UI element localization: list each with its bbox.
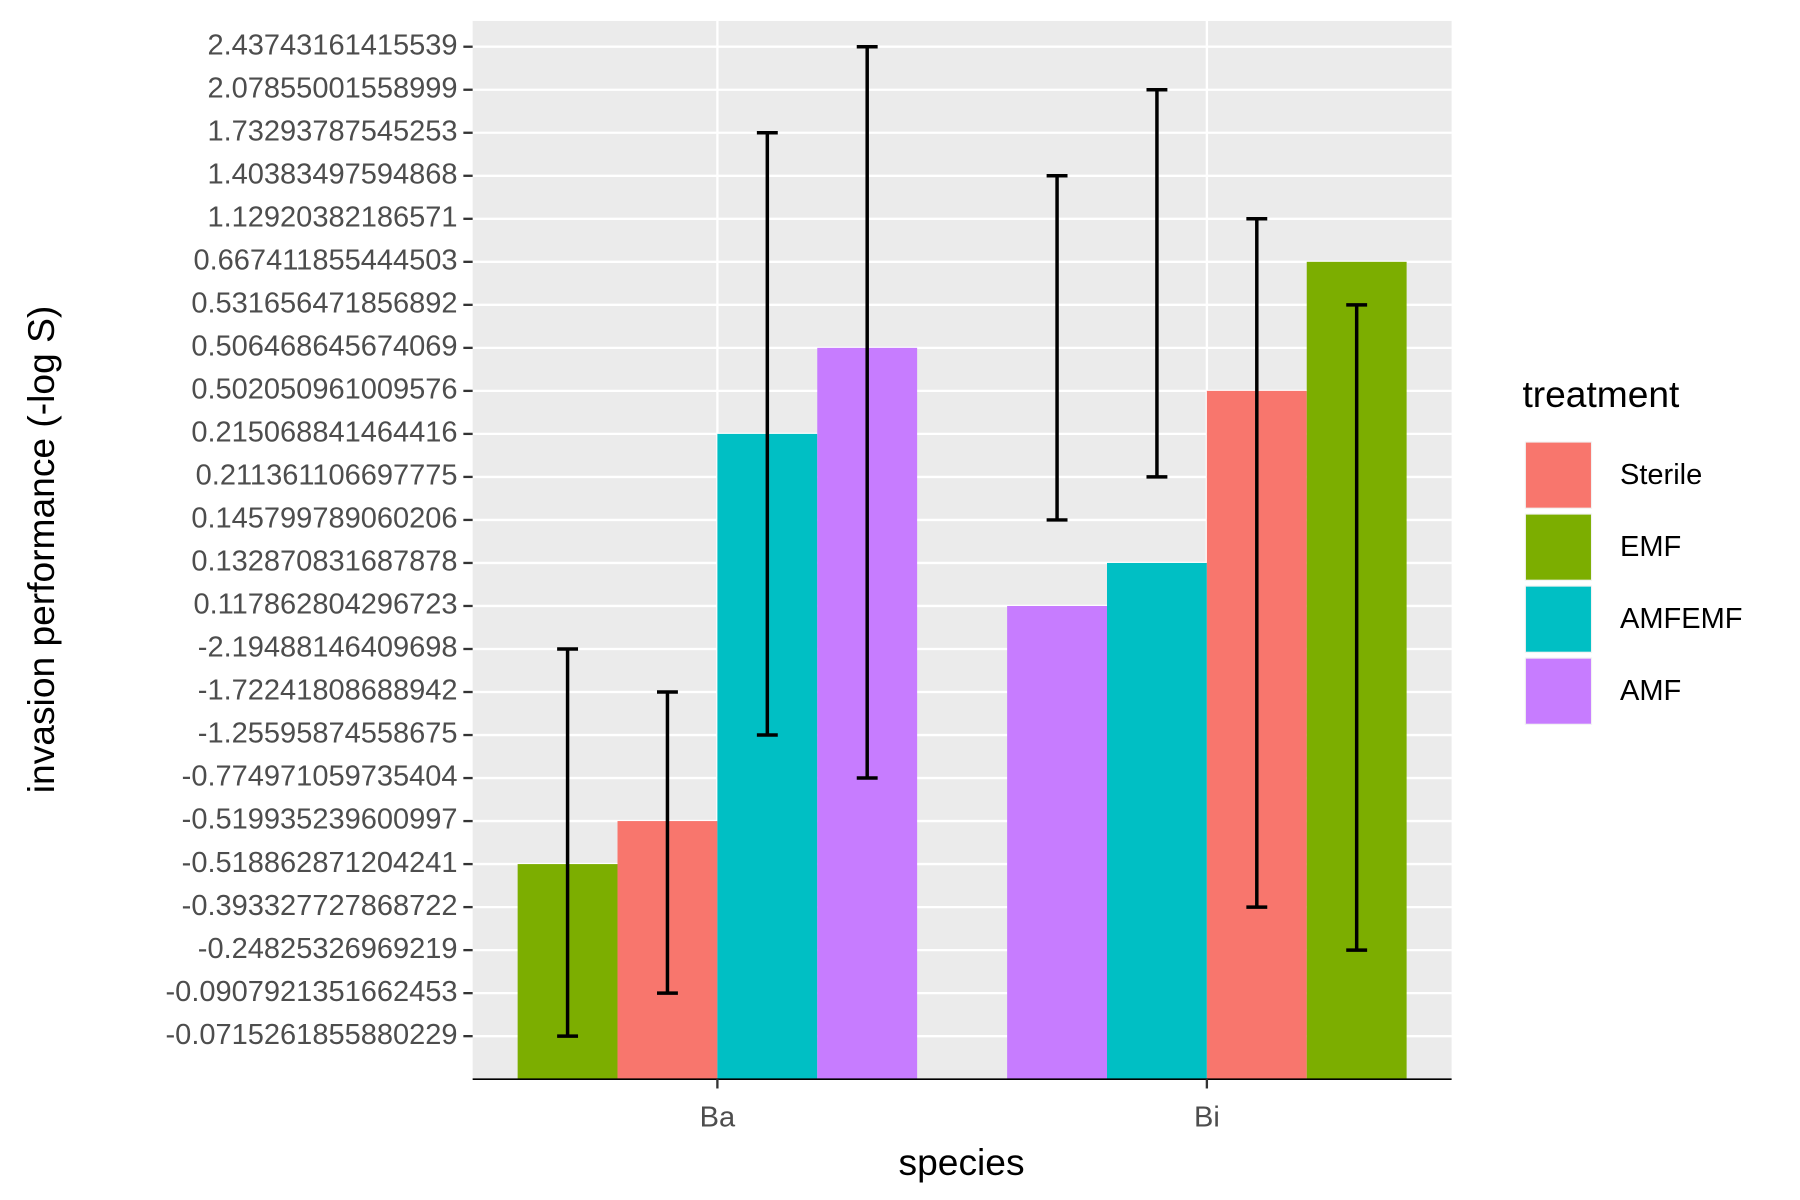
legend-key — [1525, 586, 1591, 652]
legend-label: EMF — [1620, 531, 1681, 563]
y-tick-label: 0.502050961009576 — [191, 374, 457, 406]
error-bar — [1246, 217, 1268, 909]
y-tick-label: 0.215068841464416 — [191, 417, 457, 449]
y-tick-label: -2.19488146409698 — [198, 632, 458, 664]
error-bar — [1346, 303, 1368, 952]
y-tick-label: 1.40383497594868 — [207, 158, 457, 190]
y-tick-label: -0.0907921351662453 — [166, 976, 458, 1008]
y-tick-label: 1.73293787545253 — [207, 115, 457, 147]
x-tick-label: Ba — [700, 1101, 736, 1133]
y-tick-label: 2.07855001558999 — [207, 72, 457, 104]
legend-key — [1525, 514, 1591, 580]
marks — [517, 44, 1407, 1080]
legend-label: AMFEMF — [1620, 603, 1742, 635]
y-tick-label: 0.506468645674069 — [191, 331, 457, 363]
y-tick-label: -0.393327727868722 — [182, 890, 458, 922]
y-tick-label: -0.519935239600997 — [182, 804, 458, 836]
y-tick-label: 0.145799789060206 — [191, 503, 457, 535]
error-bar — [1046, 174, 1068, 522]
y-tick-label: 0.211361106697775 — [196, 460, 458, 492]
y-tick-label: 0.531656471856892 — [191, 288, 457, 320]
legend-label: AMF — [1620, 675, 1681, 707]
y-tick-label: 2.43743161415539 — [207, 29, 457, 61]
y-tick-label: -1.72241808688942 — [198, 675, 458, 707]
y-tick-label: -0.518862871204241 — [182, 847, 458, 879]
legend-title: treatment — [1522, 373, 1680, 415]
y-tick-label: -0.24825326969219 — [198, 933, 458, 965]
bar — [1007, 605, 1107, 1080]
y-tick-label: 0.667411855444503 — [193, 244, 457, 276]
y-tick-label: -0.774971059735404 — [182, 761, 458, 793]
legend-key — [1525, 658, 1591, 724]
x-tick-label: Bi — [1194, 1101, 1220, 1133]
error-bar — [756, 131, 778, 737]
y-tick-label: 0.132870831687878 — [191, 546, 457, 578]
y-tick-label: 0.117862804296723 — [193, 589, 457, 621]
legend-label: Sterile — [1620, 459, 1702, 491]
y-tick-label: -1.25595874558675 — [198, 718, 458, 750]
x-axis-title: species — [899, 1141, 1025, 1183]
y-axis-title: invasion performance (-log S) — [20, 306, 62, 793]
error-bar — [856, 44, 878, 780]
error-bar — [657, 690, 678, 995]
error-bar — [557, 647, 579, 1038]
bar — [1107, 562, 1207, 1080]
error-bar — [1146, 87, 1168, 479]
y-tick-label: 1.12920382186571 — [207, 201, 457, 233]
legend-key — [1525, 442, 1591, 508]
y-tick-label: -0.0715261855880229 — [166, 1019, 458, 1051]
